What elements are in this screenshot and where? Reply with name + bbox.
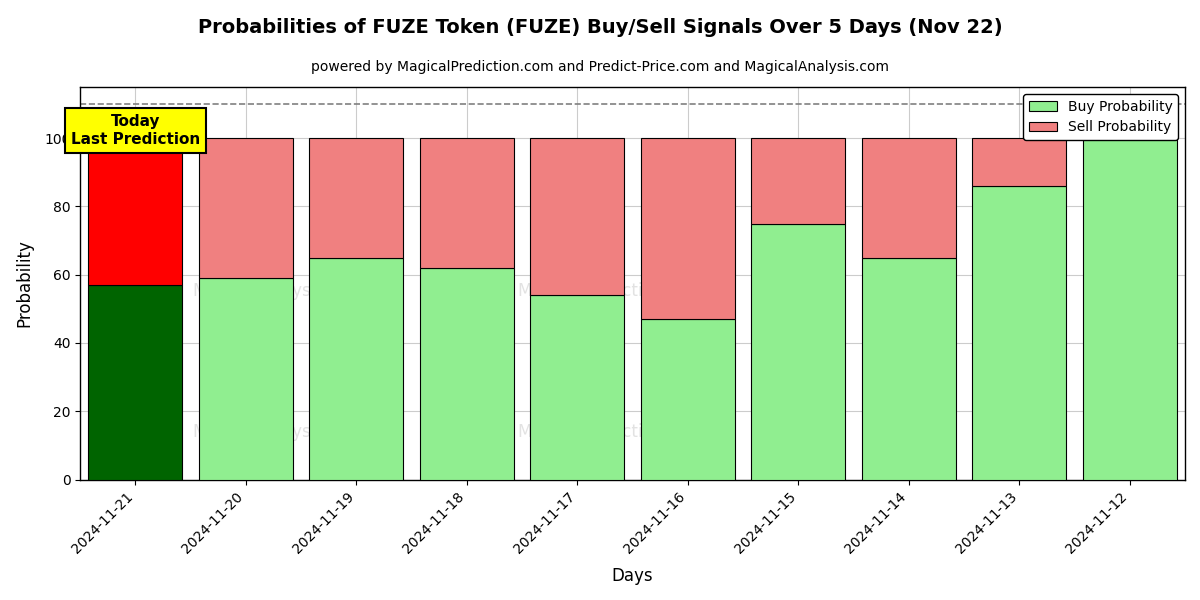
Text: MagicalAnalysis.com: MagicalAnalysis.com xyxy=(193,424,366,442)
X-axis label: Days: Days xyxy=(612,567,654,585)
Bar xyxy=(1082,138,1177,479)
Legend: Buy Probability, Sell Probability: Buy Probability, Sell Probability xyxy=(1024,94,1178,140)
Bar xyxy=(862,138,955,257)
Y-axis label: Probability: Probability xyxy=(14,239,32,327)
Text: Probabilities of FUZE Token (FUZE) Buy/Sell Signals Over 5 Days (Nov 22): Probabilities of FUZE Token (FUZE) Buy/S… xyxy=(198,18,1002,37)
Text: Today
Last Prediction: Today Last Prediction xyxy=(71,115,200,147)
Bar xyxy=(89,138,182,285)
Bar xyxy=(862,257,955,479)
Bar xyxy=(199,138,293,278)
Bar xyxy=(420,268,514,479)
Bar xyxy=(530,295,624,479)
Bar xyxy=(972,138,1067,186)
Bar xyxy=(199,278,293,479)
Text: MagicalPrediction.com: MagicalPrediction.com xyxy=(517,424,704,442)
Text: MagicalAnalysis.com: MagicalAnalysis.com xyxy=(193,282,366,300)
Bar xyxy=(89,285,182,479)
Bar xyxy=(530,138,624,295)
Text: MagicalPrediction.com: MagicalPrediction.com xyxy=(517,282,704,300)
Bar xyxy=(420,138,514,268)
Bar xyxy=(310,257,403,479)
Bar xyxy=(972,186,1067,479)
Bar xyxy=(751,224,845,479)
Bar xyxy=(641,138,734,319)
Bar xyxy=(751,138,845,224)
Bar xyxy=(310,138,403,257)
Text: powered by MagicalPrediction.com and Predict-Price.com and MagicalAnalysis.com: powered by MagicalPrediction.com and Pre… xyxy=(311,60,889,74)
Bar xyxy=(641,319,734,479)
